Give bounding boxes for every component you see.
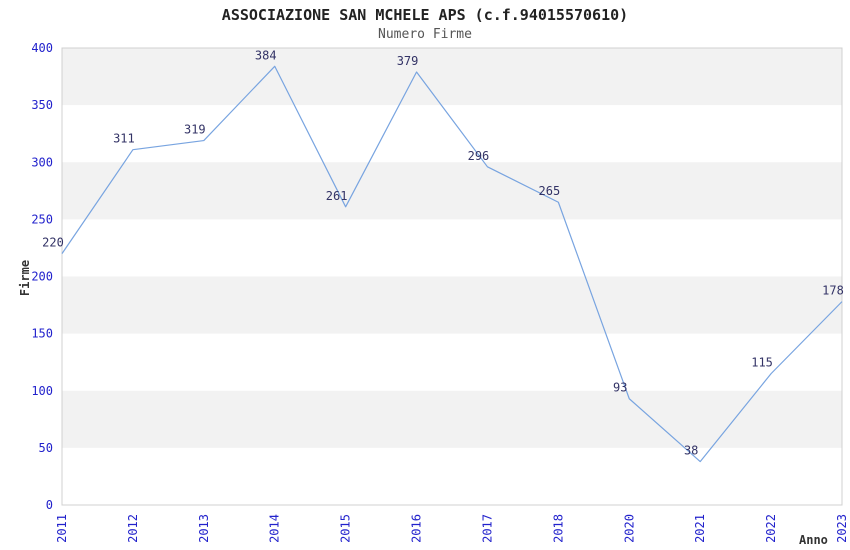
- plot-border: [61, 47, 843, 506]
- x-tick-label: 2020: [622, 514, 636, 543]
- x-tick-label: 2022: [764, 514, 778, 543]
- grid-band: [62, 162, 842, 220]
- y-tick-label: 350: [31, 98, 53, 112]
- data-label: 38: [684, 444, 698, 458]
- chart-subtitle: Numero Firme: [378, 27, 472, 42]
- x-tick-label: 2013: [197, 514, 211, 543]
- y-tick-label: 50: [39, 441, 53, 455]
- x-tick-label: 2023: [835, 514, 849, 543]
- y-tick-label: 200: [31, 270, 53, 284]
- x-tick-label: 2016: [410, 514, 424, 543]
- grid-band: [62, 276, 842, 334]
- data-label: 319: [184, 123, 206, 137]
- data-label: 379: [397, 54, 419, 68]
- data-label: 115: [751, 356, 773, 370]
- grid-band: [62, 48, 842, 106]
- data-label: 93: [613, 381, 627, 395]
- x-tick-label: 2021: [693, 514, 707, 543]
- data-label: 296: [468, 149, 490, 163]
- data-label: 265: [539, 184, 561, 198]
- x-tick-label: 2014: [268, 514, 282, 543]
- x-tick-label: 2015: [339, 514, 353, 543]
- y-tick-label: 250: [31, 212, 53, 226]
- data-label: 220: [42, 236, 64, 250]
- data-label: 311: [113, 132, 135, 146]
- y-tick-label: 100: [31, 384, 53, 398]
- x-tick-label: 2018: [551, 514, 565, 543]
- chart-title: ASSOCIAZIONE SAN MCHELE APS (c.f.9401557…: [221, 6, 629, 24]
- data-label: 384: [255, 48, 277, 62]
- y-tick-label: 150: [31, 327, 53, 341]
- x-axis-title: Anno: [799, 533, 828, 547]
- data-line: [61, 65, 843, 463]
- y-tick-label: 400: [31, 41, 53, 55]
- y-tick-label: 300: [31, 155, 53, 169]
- x-tick-label: 2012: [126, 514, 140, 543]
- data-label: 261: [326, 189, 348, 203]
- grid-band: [62, 390, 842, 448]
- data-label: 178: [822, 284, 844, 298]
- y-axis-title: Firme: [18, 259, 32, 297]
- x-tick-label: 2017: [480, 514, 494, 543]
- y-tick-label: 0: [46, 498, 53, 512]
- x-tick-label: 2011: [55, 514, 69, 543]
